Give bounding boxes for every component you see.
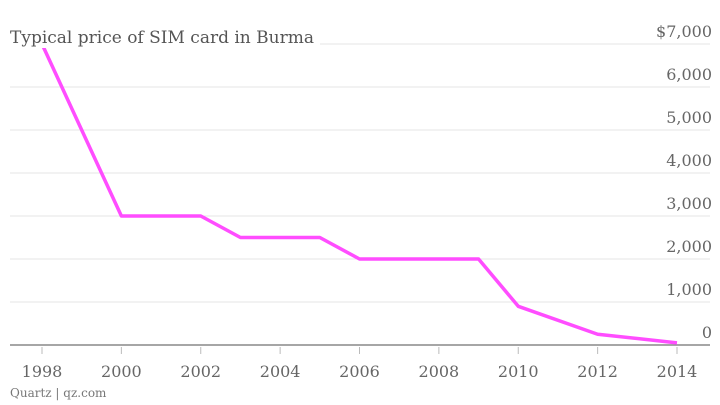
x-tick-label: 1998 [22,362,63,381]
x-tick-label: 2010 [498,362,539,381]
x-tick-label: 2000 [101,362,142,381]
series-line [40,43,678,345]
y-tick-label: 1,000 [666,280,712,299]
x-tick-label: 2002 [180,362,221,381]
y-tick-label: 4,000 [666,151,712,170]
x-tick-label: 2006 [339,362,380,381]
y-tick-label: 5,000 [666,108,712,127]
y-tick-label: 2,000 [666,237,712,256]
chart-title: Typical price of SIM card in Burma [10,28,320,48]
y-tick-label: 3,000 [666,194,712,213]
x-tick-label: 2012 [577,362,618,381]
x-tick-label: 2004 [260,362,301,381]
x-tick-label: 2014 [657,362,698,381]
y-tick-label: 0 [702,323,712,342]
y-tick-label: 6,000 [666,65,712,84]
x-tick-label: 2008 [419,362,460,381]
y-tick-label: $7,000 [656,22,712,41]
source-credit: Quartz | qz.com [10,386,107,400]
